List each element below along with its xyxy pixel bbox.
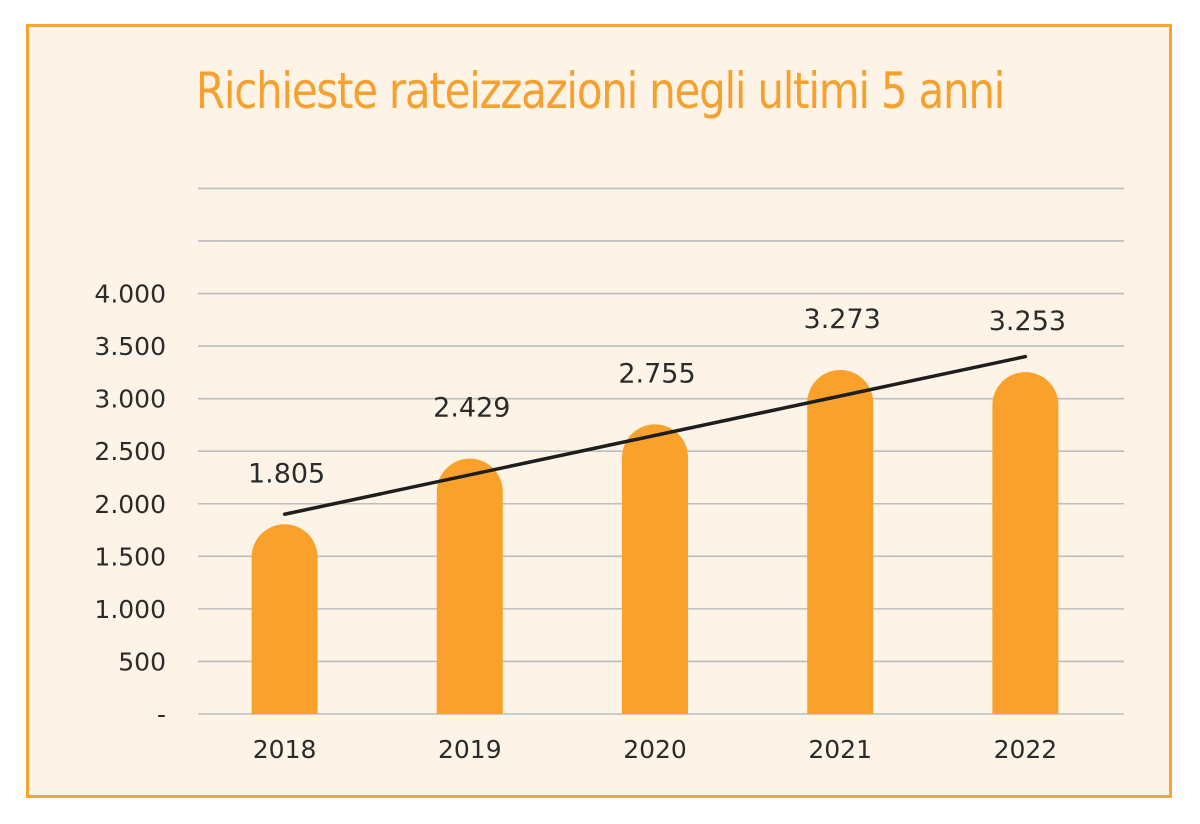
bar-2021 — [807, 369, 874, 714]
y-tick-label: 3.500 — [94, 332, 166, 361]
trendline-line — [282, 354, 1028, 517]
data-label-2021: 3.273 — [804, 304, 881, 335]
x-tick-label: 2022 — [994, 735, 1058, 764]
chart-frame — [26, 24, 1172, 798]
trendline — [282, 354, 1028, 517]
y-tick-label: 4.000 — [94, 280, 166, 309]
x-tick-label: 2021 — [808, 735, 872, 764]
x-tick-label: 2020 — [623, 735, 687, 764]
y-axis-ticks: - 500 1.000 1.500 2.000 2.500 3.000 3.500 4.000 — [94, 280, 166, 729]
y-tick-label: - — [157, 700, 166, 729]
data-label-2022: 3.253 — [989, 306, 1066, 337]
bar-2020 — [622, 424, 688, 714]
bar-2019 — [436, 458, 503, 714]
data-label-2018: 1.805 — [248, 458, 325, 489]
data-label-2019: 2.429 — [433, 393, 510, 424]
data-label-2020: 2.755 — [618, 358, 695, 389]
y-tick-label: 3.000 — [94, 385, 166, 414]
x-axis-ticks: 2018 2019 2020 2021 2022 — [253, 735, 1057, 764]
y-tick-label: 1.500 — [94, 542, 166, 571]
data-labels: 1.805 2.429 2.755 3.273 3.253 — [248, 304, 1066, 489]
y-tick-label: 1.000 — [94, 595, 166, 624]
y-tick-label: 2.500 — [94, 437, 166, 466]
y-tick-label: 500 — [118, 647, 166, 676]
bars — [251, 369, 1059, 714]
bar-2018 — [251, 524, 318, 714]
y-tick-label: 2.000 — [94, 490, 166, 519]
x-tick-label: 2019 — [438, 735, 502, 764]
x-tick-label: 2018 — [253, 735, 317, 764]
chart-title: Richieste rateizzazioni negli ultimi 5 a… — [195, 62, 1005, 120]
bar-2022 — [992, 372, 1059, 714]
